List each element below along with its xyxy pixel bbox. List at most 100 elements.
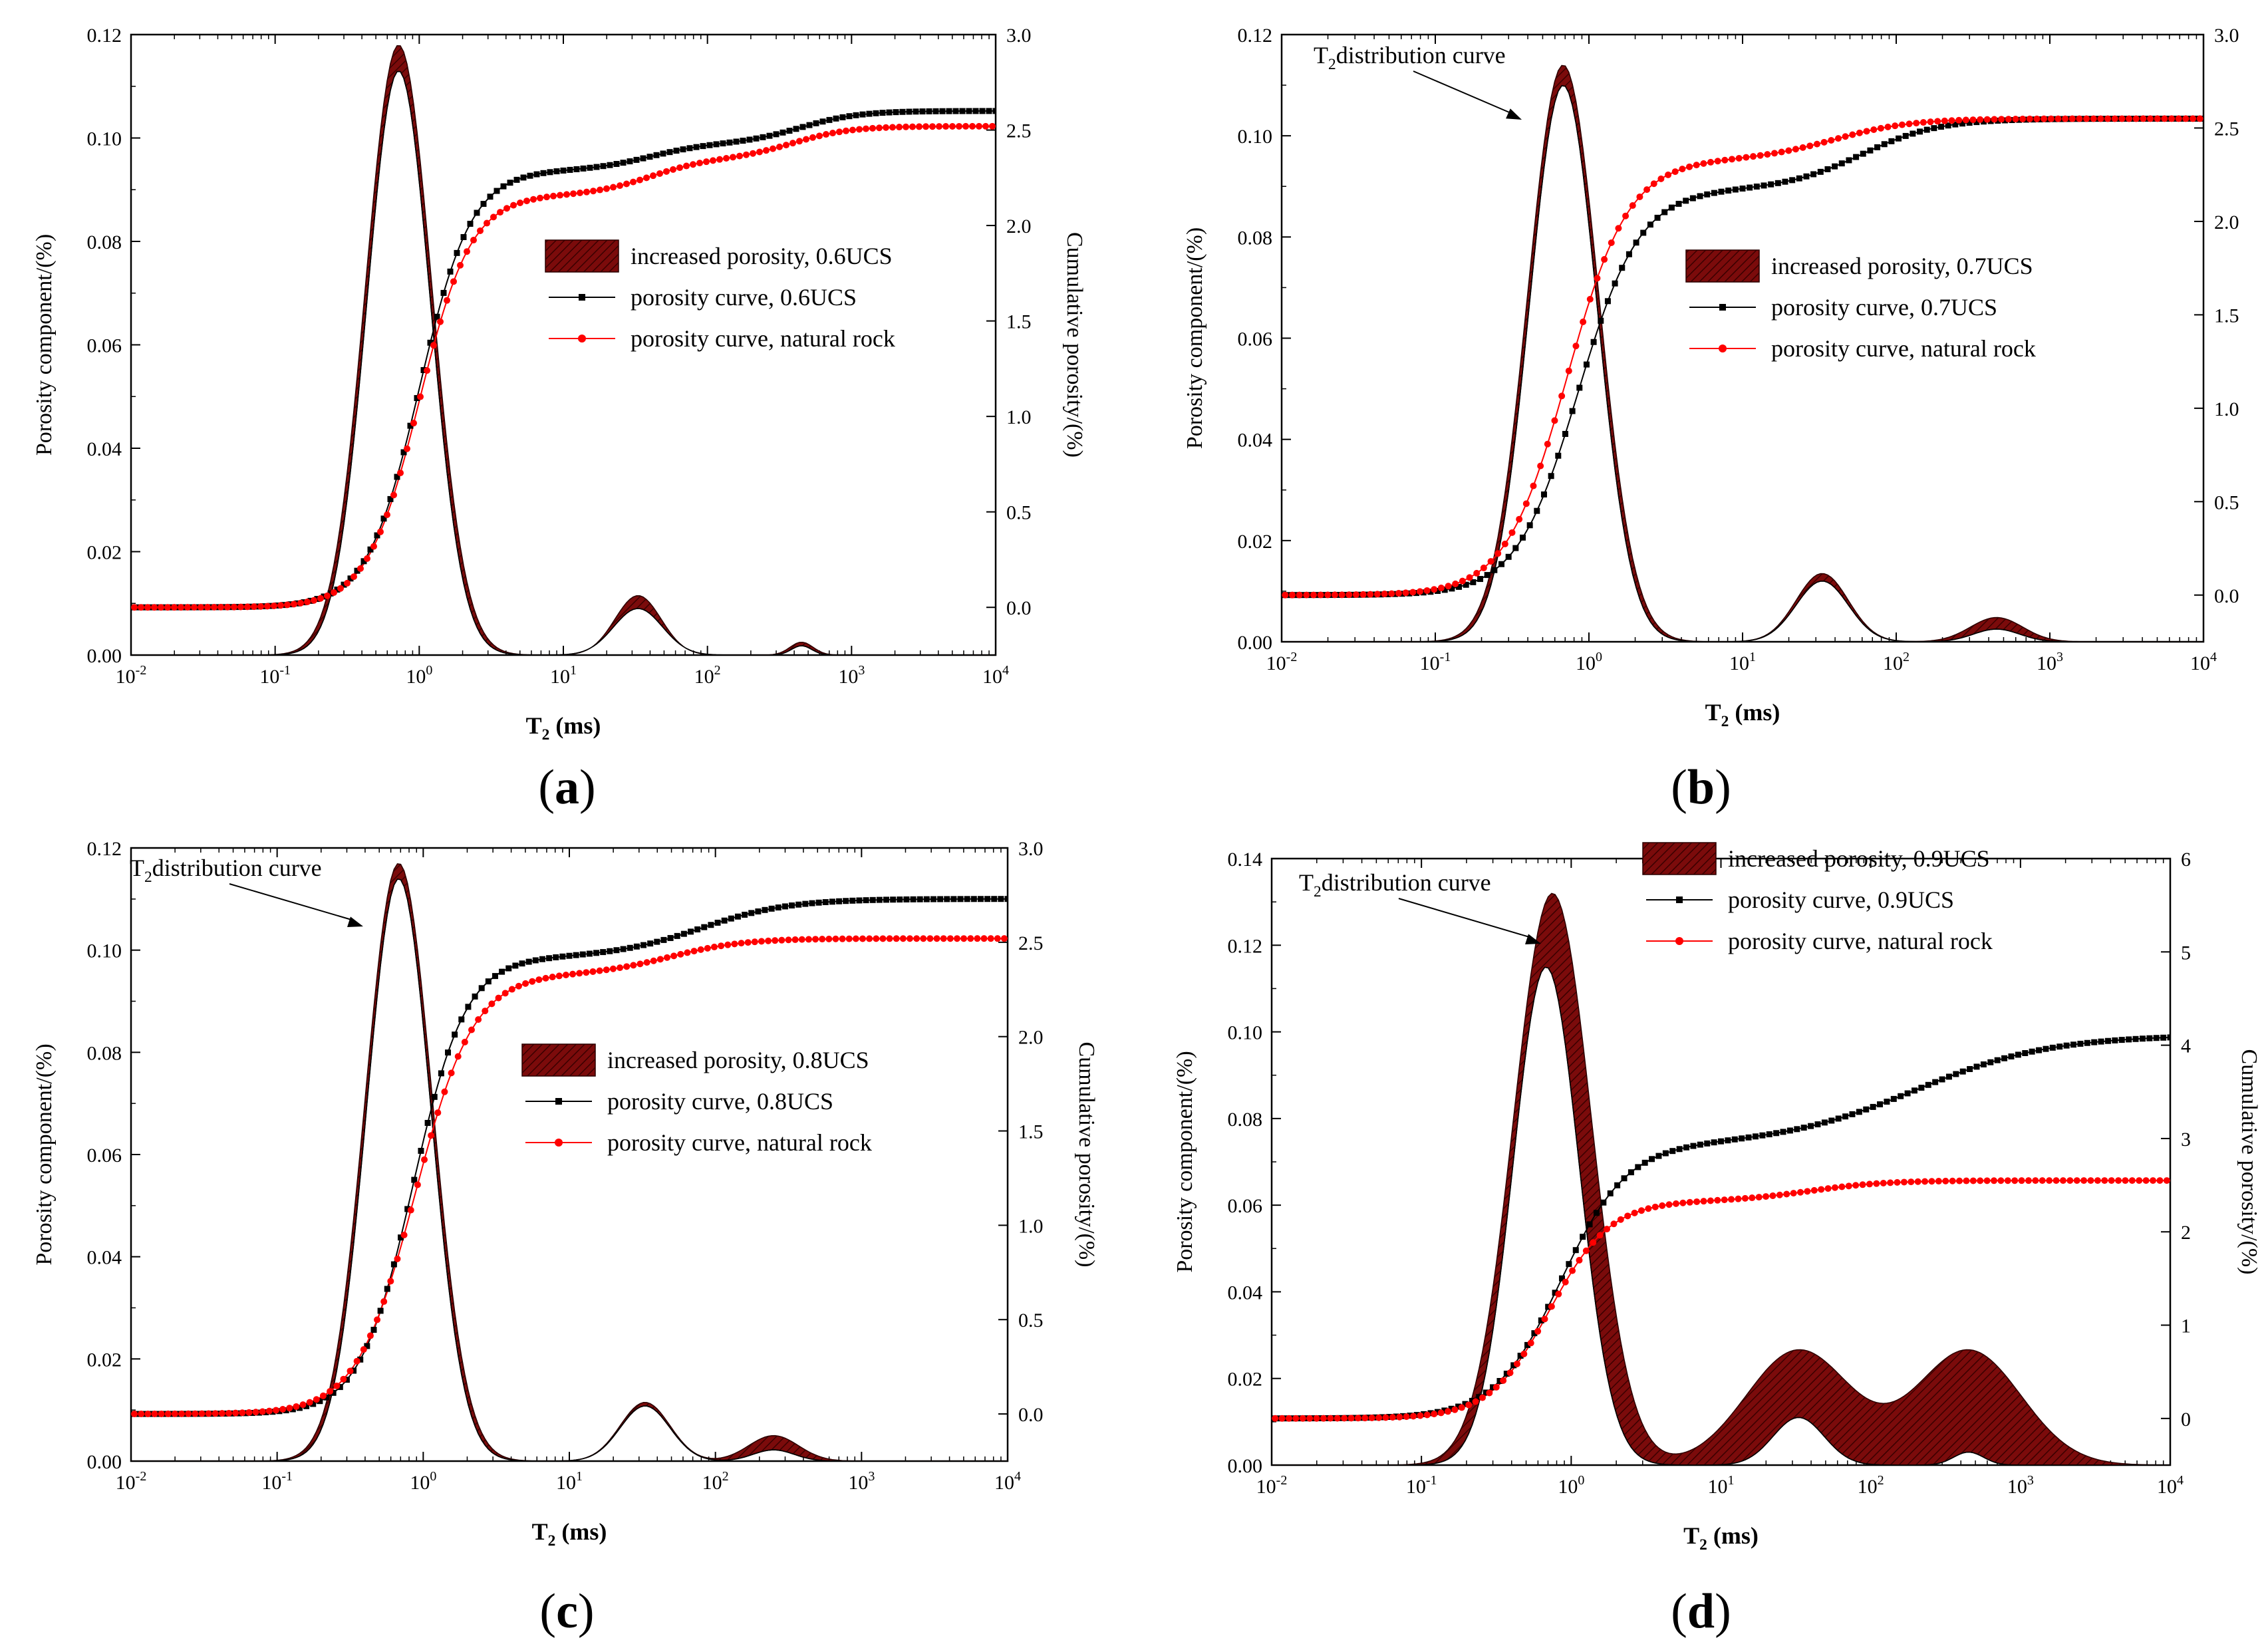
black-square-marker [229, 1410, 235, 1417]
red-circle-marker [284, 601, 291, 609]
black-square-marker [1593, 1210, 1600, 1216]
black-square-marker [781, 903, 788, 910]
cumulative-curve-red [131, 125, 996, 609]
red-circle-marker [1894, 1178, 1901, 1186]
red-circle-marker [590, 188, 597, 195]
red-circle-marker [501, 990, 509, 997]
red-circle-marker [2156, 1177, 2164, 1184]
black-square-marker [1967, 1065, 1973, 1072]
black-square-marker [1863, 1106, 1870, 1113]
red-circle-marker [2083, 115, 2090, 122]
red-circle-marker [2076, 115, 2083, 122]
x-tick-label: 103 [848, 1469, 875, 1494]
black-square-marker [897, 896, 903, 903]
black-square-marker [1796, 175, 1802, 182]
black-square-marker [2126, 1036, 2132, 1043]
black-square-marker [806, 122, 813, 128]
black-square-marker [1548, 473, 1554, 480]
red-circle-marker [1650, 180, 1657, 188]
black-square-marker [1275, 1415, 1282, 1422]
black-square-marker [1371, 591, 1377, 598]
black-square-marker [2139, 1035, 2146, 1042]
red-circle-marker [1324, 591, 1332, 599]
black-square-marker [567, 166, 573, 173]
red-circle-marker [1500, 1377, 1507, 1384]
y-tick-label: 0.00 [1228, 1455, 1263, 1477]
red-circle-marker [1870, 126, 1878, 133]
black-square-marker [700, 143, 706, 150]
black-square-marker [1870, 1103, 1876, 1110]
black-square-marker [1945, 1073, 1952, 1080]
black-square-marker [1303, 1415, 1310, 1422]
red-circle-marker [1838, 1183, 1846, 1190]
red-circle-marker [537, 194, 543, 202]
red-circle-marker [1451, 1406, 1459, 1413]
black-square-marker [1491, 567, 1498, 573]
legend-black-label: porosity curve, 0.6UCS [631, 284, 857, 311]
black-square-marker [276, 1408, 283, 1415]
red-circle-marker [441, 1088, 448, 1095]
black-square-marker [1628, 1169, 1634, 1176]
red-circle-marker [1373, 591, 1381, 598]
y2-tick-label: 2 [2181, 1222, 2191, 1244]
black-square-marker [802, 900, 809, 907]
red-circle-marker [2059, 1177, 2066, 1184]
red-circle-marker [377, 528, 384, 535]
red-circle-marker [434, 1109, 442, 1117]
black-square-marker [879, 110, 886, 116]
red-circle-marker [776, 143, 783, 150]
red-circle-marker [1278, 1415, 1286, 1422]
red-circle-marker [164, 604, 171, 611]
red-circle-marker [1842, 133, 1849, 140]
red-circle-marker [956, 122, 962, 130]
black-square-marker [2036, 1047, 2043, 1053]
red-circle-marker [291, 601, 297, 608]
red-circle-marker [1679, 1199, 1687, 1206]
black-square-marker [1860, 150, 1866, 157]
black-square-marker [998, 896, 1004, 902]
red-circle-marker [1367, 591, 1374, 598]
black-square-marker [1761, 182, 1767, 189]
red-circle-marker [1729, 156, 1736, 163]
black-square-marker [1789, 177, 1796, 184]
black-square-marker [660, 936, 667, 943]
red-circle-marker [805, 936, 812, 943]
red-circle-marker [758, 938, 765, 945]
red-circle-marker [357, 565, 364, 572]
black-square-marker [390, 1261, 397, 1268]
red-circle-marker [488, 1000, 496, 1008]
red-circle-marker [1672, 1200, 1679, 1207]
red-circle-marker [1359, 591, 1367, 598]
black-square-marker [235, 1410, 242, 1417]
chart-svg-d: 10-2 10-1 100 101 102 103 1040.000.020.040.060… [1173, 842, 2261, 1554]
red-circle-marker [2132, 115, 2140, 122]
red-circle-marker [1983, 1177, 1991, 1184]
legend: increased porosity, 0.7UCS porosity curve… [1685, 249, 2036, 362]
red-circle-marker [1686, 163, 1693, 170]
black-square-marker [1973, 1063, 1980, 1070]
red-circle-marker [696, 160, 703, 167]
red-circle-marker [337, 585, 344, 592]
red-circle-marker [1831, 1184, 1838, 1191]
red-circle-marker [1513, 1360, 1520, 1367]
black-square-marker [512, 962, 519, 969]
black-square-marker [1477, 576, 1484, 583]
legend-band-swatch [545, 239, 619, 273]
y2-tick-label: 0.0 [1018, 1404, 1044, 1426]
cumulative-curve-red [1272, 1180, 2170, 1419]
black-square-marker [492, 973, 498, 980]
x-tick-label: 101 [556, 1469, 583, 1494]
black-square-marker [2023, 116, 2029, 123]
black-square-marker [1774, 180, 1781, 186]
y2-tick-label: 4 [2181, 1035, 2191, 1057]
red-circle-marker [364, 555, 370, 562]
chart-panel-b: 10-2 10-1 100 101 102 103 104 0.00 0.02 0.04 0.06 0… [1134, 0, 2268, 824]
red-circle-marker [2062, 115, 2069, 122]
black-square-marker [374, 532, 380, 539]
black-square-marker [287, 601, 294, 608]
black-square-marker [1510, 1362, 1517, 1369]
black-square-marker [866, 110, 873, 117]
legend-band-swatch [521, 1043, 596, 1077]
red-circle-marker [1506, 1369, 1514, 1377]
red-circle-marker [1615, 225, 1622, 232]
